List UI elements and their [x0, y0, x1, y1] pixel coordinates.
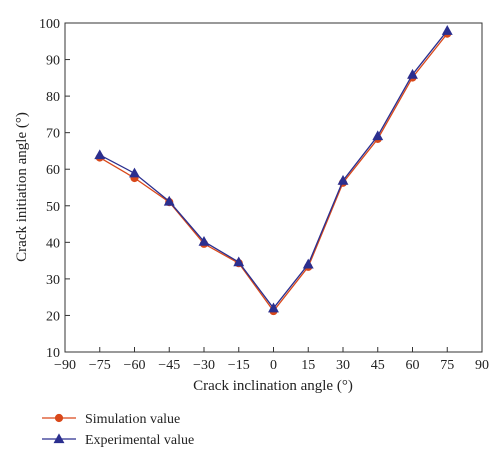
data-point: [441, 25, 453, 35]
series-experimental: [94, 25, 453, 313]
data-point: [163, 195, 175, 206]
y-axis: 10 20 30 40 50 60 70 80 90 100: [39, 17, 70, 361]
series-line: [99, 33, 448, 313]
legend-label: Experimental value: [85, 433, 194, 448]
x-axis: −90 −75 −60 −45 −30 −15 0 15 30 45 60 75 90: [54, 347, 489, 373]
y-tick-label: 100: [39, 17, 60, 32]
y-tick-label: 70: [46, 127, 60, 142]
legend-label: Simulation value: [85, 412, 180, 427]
y-tick-label: 60: [46, 163, 60, 178]
x-tick-label: −15: [228, 358, 250, 373]
legend: Simulation value Experimental value: [42, 412, 194, 448]
y-tick-label: 90: [46, 54, 60, 69]
legend-item: Experimental value: [42, 433, 194, 448]
x-tick-label: −90: [54, 358, 76, 373]
data-point: [268, 302, 279, 313]
y-tick-label: 50: [46, 200, 60, 215]
data-point: [94, 149, 106, 160]
data-point: [198, 235, 210, 246]
x-tick-label: 90: [475, 358, 489, 373]
y-tick-label: 10: [46, 346, 60, 361]
y-axis-title: Crack initiation angle (°): [14, 112, 30, 262]
y-tick-label: 40: [46, 236, 60, 251]
data-point: [129, 167, 140, 178]
data-point: [233, 256, 245, 267]
x-tick-label: 45: [371, 358, 385, 373]
data-point: [302, 258, 314, 269]
y-tick-label: 20: [46, 309, 60, 324]
x-tick-label: 75: [440, 358, 454, 373]
x-tick-label: 15: [301, 358, 315, 373]
data-point: [372, 130, 384, 141]
legend-item: Simulation value: [42, 412, 180, 427]
x-tick-label: 0: [270, 358, 277, 373]
x-tick-label: 60: [406, 358, 420, 373]
legend-marker: [54, 413, 64, 423]
data-point: [337, 174, 349, 185]
y-tick-label: 80: [46, 90, 60, 105]
data-point: [407, 68, 418, 79]
x-axis-title: Crack inclination angle (°): [193, 378, 353, 394]
series-simulation: [95, 29, 452, 316]
legend-marker: [53, 433, 65, 444]
x-tick-label: −30: [193, 358, 215, 373]
series-layer: [94, 25, 453, 316]
x-tick-label: −60: [124, 358, 146, 373]
x-tick-label: −45: [158, 358, 180, 373]
x-tick-label: 30: [336, 358, 350, 373]
x-tick-label: −75: [89, 358, 111, 373]
y-tick-label: 30: [46, 273, 60, 288]
series-line: [99, 30, 448, 310]
